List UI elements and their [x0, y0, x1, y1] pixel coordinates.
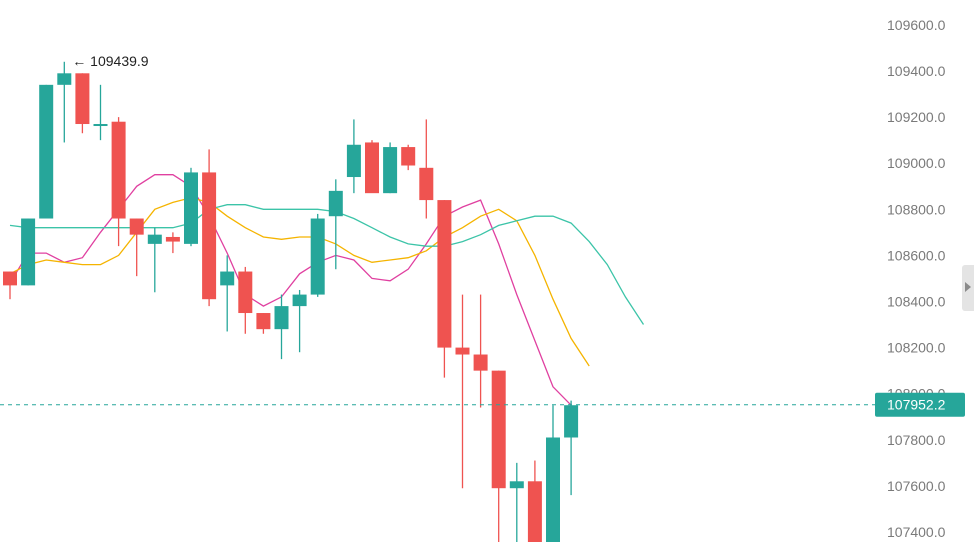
candle-body-up: [509, 481, 524, 489]
candle: [419, 119, 434, 219]
candle-body-down: [238, 271, 253, 314]
candle: [39, 84, 54, 219]
candle-body-down: [256, 313, 271, 330]
candle-body-down: [202, 172, 217, 300]
candle-body-down: [527, 481, 542, 542]
candle: [165, 232, 180, 254]
y-tick-label: 109000.0: [887, 155, 946, 171]
candle-body-up: [564, 405, 579, 438]
candle-body-down: [401, 147, 416, 166]
high-annotation: ← 109439.9: [72, 53, 148, 69]
candle-body-up: [93, 124, 108, 127]
candle-body-up: [220, 271, 235, 286]
y-tick-label: 107800.0: [887, 432, 946, 448]
candle-body-down: [165, 236, 180, 242]
candle: [365, 140, 379, 194]
candle: [383, 142, 398, 194]
candle: [129, 218, 144, 277]
candle-body-down: [3, 271, 17, 286]
candle: [564, 400, 579, 496]
candle-body-up: [383, 147, 398, 194]
candle-body-up: [57, 73, 72, 85]
candle: [473, 294, 488, 408]
candle: [220, 255, 235, 332]
candle: [455, 294, 470, 489]
candle: [401, 144, 416, 171]
candle-body-up: [328, 190, 343, 217]
ma-slow-line: [9, 204, 645, 325]
y-tick-label: 109600.0: [887, 17, 946, 33]
candle: [310, 213, 325, 297]
candle-body-down: [419, 167, 434, 201]
y-tick-label: 108200.0: [887, 340, 946, 356]
last-price-tag-label: 107952.2: [887, 397, 946, 413]
candle: [292, 289, 307, 353]
candle: [527, 460, 542, 542]
candle-body-up: [274, 306, 289, 330]
candle: [184, 167, 198, 247]
candle-body-up: [21, 218, 36, 286]
candle-body-down: [437, 200, 452, 348]
candles: [3, 61, 579, 542]
candle: [238, 266, 253, 334]
moving-average-lines: [9, 174, 645, 406]
candle-body-up: [346, 144, 361, 178]
high-price-annotation: ← 109439.9: [72, 53, 148, 69]
last-price-tag: 107952.2: [875, 392, 965, 417]
candle: [546, 405, 560, 542]
candle-body-down: [75, 73, 90, 125]
candle: [328, 179, 343, 270]
candle: [437, 200, 452, 378]
candle-body-up: [147, 234, 162, 244]
candle: [256, 313, 271, 334]
y-tick-label: 108800.0: [887, 201, 946, 217]
candle: [491, 370, 506, 542]
candle: [57, 61, 72, 143]
candle: [3, 271, 17, 300]
candle-body-down: [365, 142, 379, 194]
candle-body-up: [39, 84, 54, 219]
candle-body-up: [546, 437, 560, 542]
candle: [111, 117, 126, 247]
candle: [509, 462, 524, 542]
candle: [202, 149, 217, 307]
last-price-tag-background: [875, 392, 965, 417]
chevron-right-icon[interactable]: [965, 282, 971, 292]
candle: [21, 218, 36, 286]
candle-body-up: [310, 218, 325, 295]
candle: [75, 73, 90, 134]
y-tick-label: 109200.0: [887, 109, 946, 125]
candle: [346, 119, 361, 194]
ma-fast-line: [9, 174, 572, 406]
candle-body-up: [184, 172, 198, 244]
y-tick-label: 108600.0: [887, 247, 946, 263]
candle-body-down: [491, 370, 506, 489]
candle-body-down: [455, 347, 470, 355]
candle: [93, 84, 108, 141]
y-tick-label: 108400.0: [887, 294, 946, 310]
y-tick-label: 107600.0: [887, 478, 946, 494]
candle: [274, 294, 289, 360]
y-tick-label: 109400.0: [887, 63, 946, 79]
ma-mid-line: [9, 197, 590, 367]
y-tick-label: 107400.0: [887, 524, 946, 540]
candle: [147, 227, 162, 293]
candle-body-down: [129, 218, 144, 235]
candle-body-up: [292, 294, 307, 307]
candle-body-down: [111, 121, 126, 219]
candle-body-down: [473, 354, 488, 371]
price-axis[interactable]: 109600.0 109400.0 109200.0 109000.0 108800.0…: [887, 17, 946, 540]
